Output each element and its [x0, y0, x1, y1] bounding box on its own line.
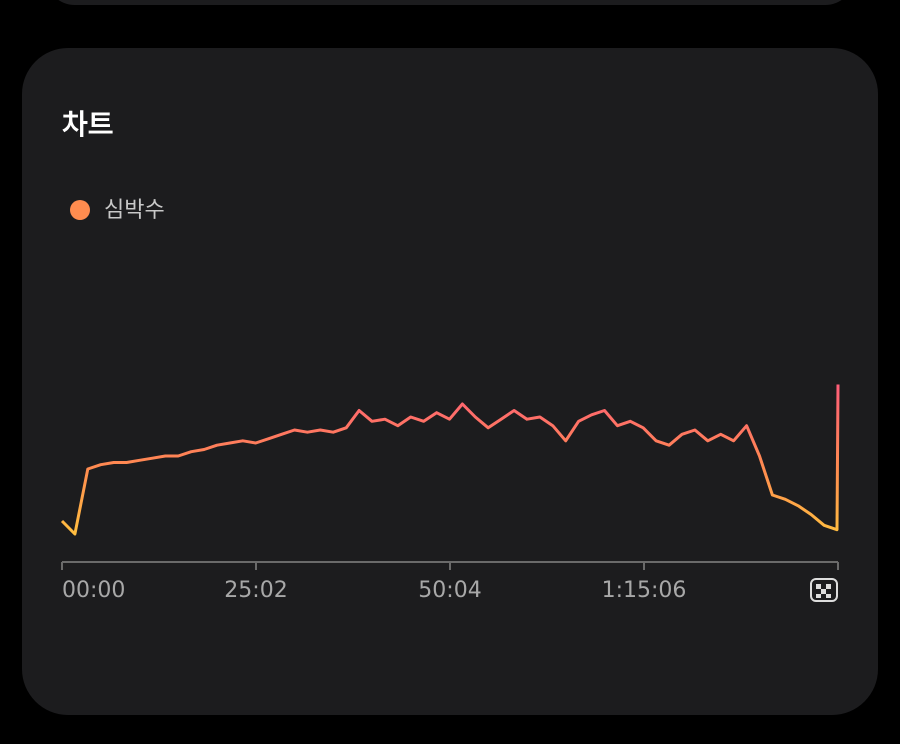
- x-tick-label: 00:00: [62, 578, 125, 603]
- x-tick-label: 50:04: [418, 578, 481, 603]
- heart-rate-line: [60, 384, 840, 536]
- x-tick-label: 25:02: [224, 578, 287, 603]
- chart-card: [22, 48, 878, 715]
- legend-label: 심박수: [104, 198, 165, 223]
- x-tick-label: 1:15:06: [602, 578, 687, 603]
- legend-dot: [70, 200, 90, 220]
- chart-title: 차트: [62, 108, 114, 141]
- finish-flag: [810, 578, 838, 602]
- previous-card: [58, 0, 842, 5]
